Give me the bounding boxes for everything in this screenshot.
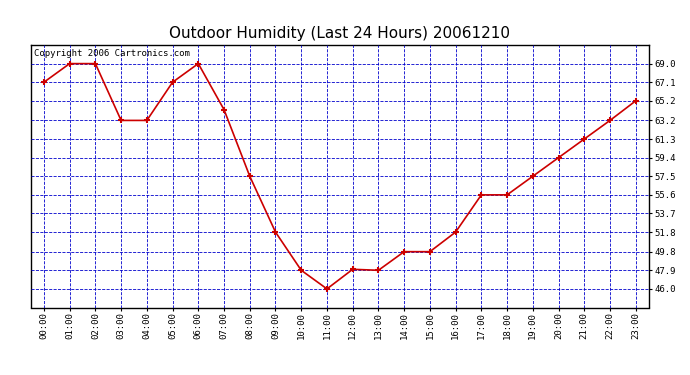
Text: Copyright 2006 Cartronics.com: Copyright 2006 Cartronics.com xyxy=(34,49,190,58)
Title: Outdoor Humidity (Last 24 Hours) 20061210: Outdoor Humidity (Last 24 Hours) 2006121… xyxy=(169,26,511,41)
